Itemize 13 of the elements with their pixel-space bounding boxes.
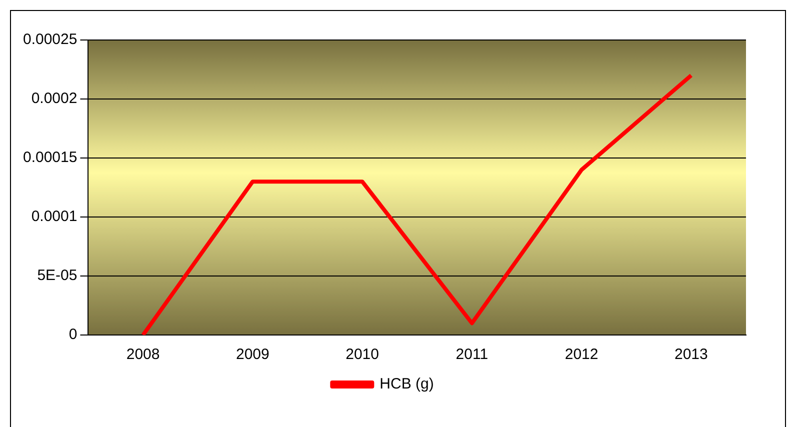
y-tick-label: 0: [68, 326, 78, 344]
y-tick-label: 0.0001: [31, 208, 78, 226]
x-tick-label: 2012: [564, 346, 598, 364]
x-tick-label: 2010: [346, 346, 379, 364]
x-tick-label: 2013: [674, 346, 708, 364]
legend-label: HCB (g): [380, 376, 434, 393]
y-tick-label: 0.00025: [22, 31, 78, 48]
y-tick-label: 5E-05: [37, 267, 78, 284]
x-tick-label: 2008: [126, 346, 160, 364]
y-tick-label: 0.0002: [31, 90, 78, 108]
x-tick-label: 2009: [236, 346, 270, 364]
y-tick-label: 0.00015: [22, 149, 78, 166]
x-tick-label: 2011: [456, 346, 488, 364]
